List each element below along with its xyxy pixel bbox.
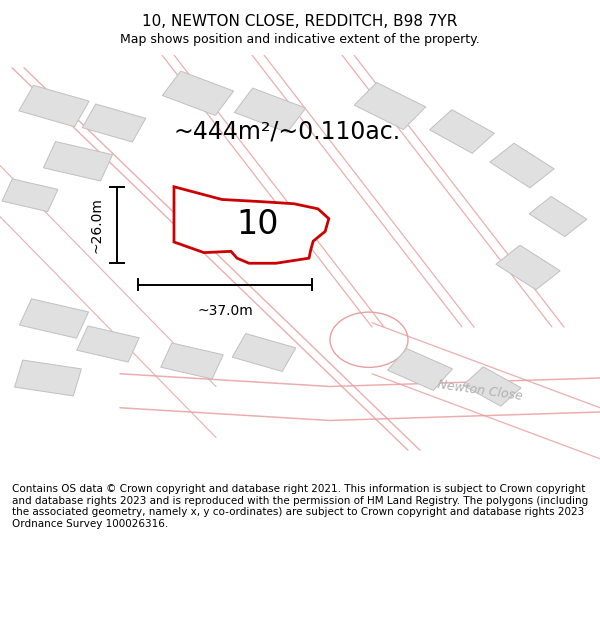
Text: Map shows position and indicative extent of the property.: Map shows position and indicative extent… xyxy=(120,33,480,46)
Text: Contains OS data © Crown copyright and database right 2021. This information is : Contains OS data © Crown copyright and d… xyxy=(12,484,588,529)
Polygon shape xyxy=(174,187,329,263)
Polygon shape xyxy=(490,143,554,188)
Polygon shape xyxy=(82,104,146,142)
Polygon shape xyxy=(430,109,494,153)
Polygon shape xyxy=(529,196,587,236)
Polygon shape xyxy=(14,360,82,396)
Polygon shape xyxy=(163,71,233,116)
Polygon shape xyxy=(496,245,560,290)
Text: ~26.0m: ~26.0m xyxy=(90,197,104,253)
Polygon shape xyxy=(235,88,305,132)
Polygon shape xyxy=(161,343,223,379)
Polygon shape xyxy=(19,85,89,127)
Text: Newton Close: Newton Close xyxy=(437,378,523,403)
Polygon shape xyxy=(354,82,426,129)
Text: ~37.0m: ~37.0m xyxy=(197,304,253,318)
Polygon shape xyxy=(19,299,89,338)
Text: 10, NEWTON CLOSE, REDDITCH, B98 7YR: 10, NEWTON CLOSE, REDDITCH, B98 7YR xyxy=(142,14,458,29)
Polygon shape xyxy=(388,349,452,391)
Polygon shape xyxy=(77,326,139,362)
Polygon shape xyxy=(232,334,296,371)
Polygon shape xyxy=(2,179,58,212)
Polygon shape xyxy=(463,367,521,406)
Text: 10: 10 xyxy=(237,209,279,241)
Polygon shape xyxy=(43,141,113,181)
Text: ~444m²/~0.110ac.: ~444m²/~0.110ac. xyxy=(174,119,401,144)
